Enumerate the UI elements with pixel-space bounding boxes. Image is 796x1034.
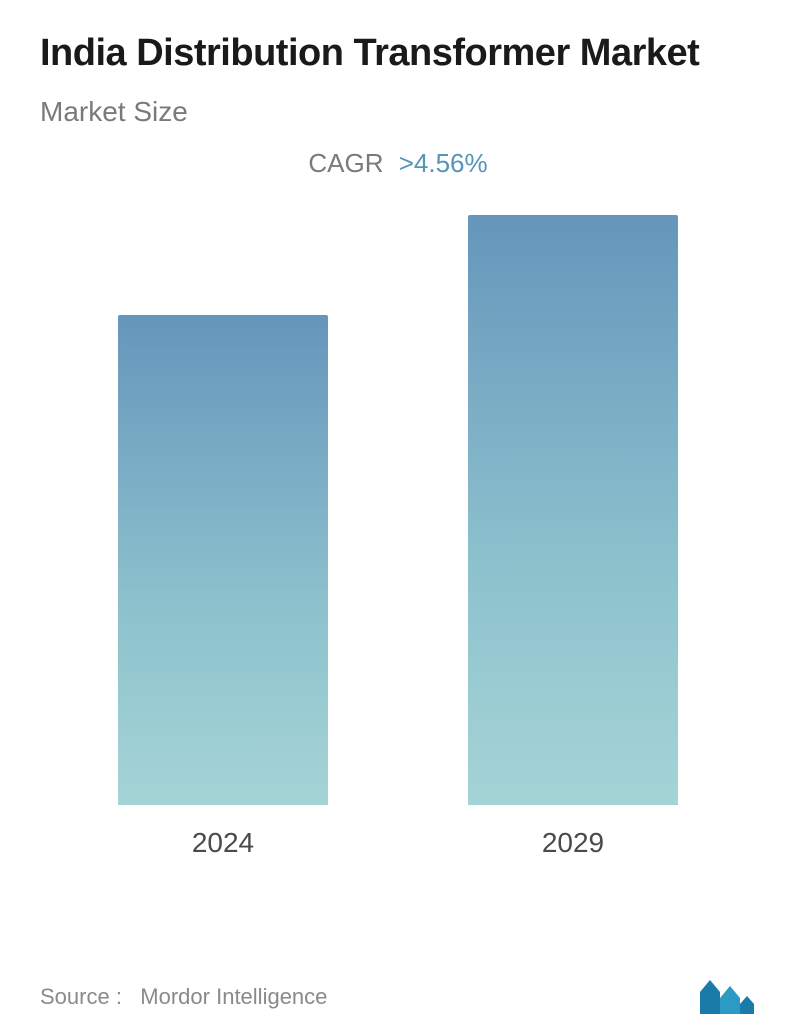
cagr-value: >4.56% <box>399 148 488 178</box>
page-subtitle: Market Size <box>40 96 756 128</box>
source-label: Source : <box>40 984 122 1009</box>
source-name-value: Mordor Intelligence <box>140 984 327 1009</box>
cagr-display: CAGR >4.56% <box>40 148 756 179</box>
bar-group-2024: 2024 <box>118 315 328 859</box>
bar-group-2029: 2029 <box>468 215 678 859</box>
bar-label: 2029 <box>542 827 604 859</box>
mordor-logo-icon <box>698 978 756 1016</box>
footer: Source : Mordor Intelligence <box>40 978 756 1016</box>
source-text: Source : Mordor Intelligence <box>40 984 327 1010</box>
source-name <box>128 984 140 1009</box>
bar-chart: 2024 2029 <box>40 239 756 859</box>
bar-2029 <box>468 215 678 805</box>
page-title: India Distribution Transformer Market <box>40 30 756 78</box>
cagr-label: CAGR <box>308 148 383 178</box>
bar-label: 2024 <box>192 827 254 859</box>
bar-2024 <box>118 315 328 805</box>
